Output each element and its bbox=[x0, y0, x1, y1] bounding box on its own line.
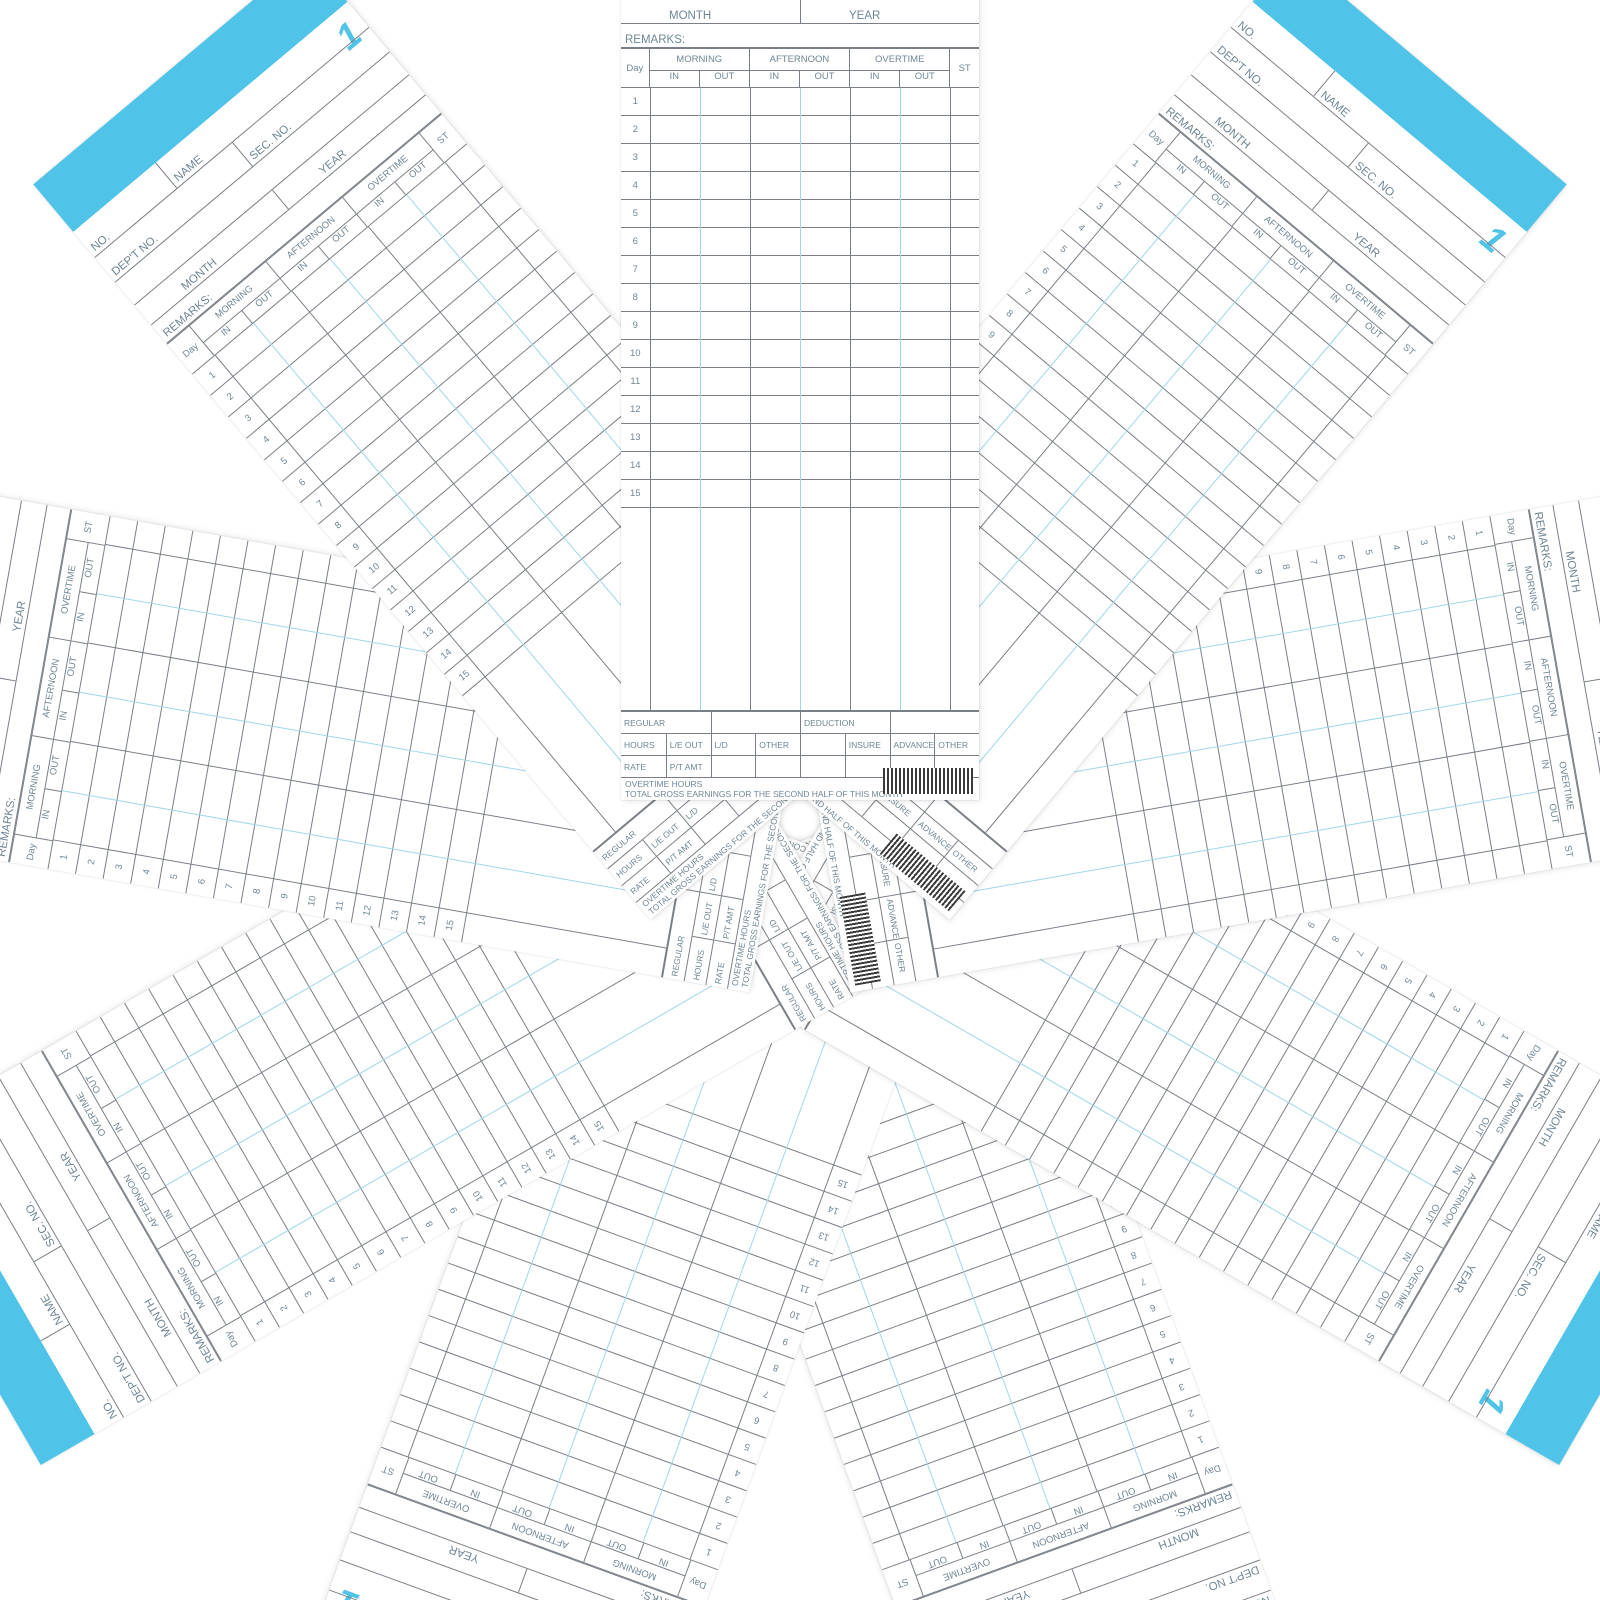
row-number: 14 bbox=[621, 452, 650, 479]
col-st: ST bbox=[1548, 834, 1590, 869]
footer-cell bbox=[890, 712, 980, 733]
row-number: 8 bbox=[621, 284, 650, 311]
row-number: 11 bbox=[621, 368, 650, 395]
footer-cell bbox=[800, 734, 845, 755]
row-number: 7 bbox=[213, 870, 245, 903]
row-number: 8 bbox=[241, 875, 273, 908]
footer-cell: L/D bbox=[711, 734, 756, 755]
footer-cell: HOURS bbox=[621, 734, 666, 755]
barcode bbox=[883, 768, 973, 794]
col-period: OVERTIMEINOUT bbox=[850, 49, 950, 87]
row-number: 6 bbox=[186, 865, 218, 898]
canvas: { "canvas": { "width": 1600, "height": 1… bbox=[0, 0, 1600, 1600]
footer-cell bbox=[755, 756, 800, 777]
footer-cell: RATE bbox=[621, 756, 666, 777]
row-number: 2 bbox=[621, 116, 650, 143]
row-number: 4 bbox=[131, 856, 163, 889]
row-number: 15 bbox=[621, 480, 650, 507]
row-number: 2 bbox=[76, 846, 108, 879]
footer-cell: DEDUCTION bbox=[800, 712, 890, 733]
footer-cell: L/E OUT bbox=[666, 734, 711, 755]
footer-cell bbox=[711, 756, 756, 777]
row-number: 7 bbox=[621, 256, 650, 283]
footer-cell: REGULAR bbox=[621, 712, 711, 733]
row-number: 3 bbox=[103, 851, 135, 884]
col-day: Day bbox=[621, 49, 650, 87]
col-st: ST bbox=[950, 49, 979, 87]
footer-cell: OTHER bbox=[755, 734, 800, 755]
footer-cell: INSURE bbox=[845, 734, 890, 755]
row-number: 10 bbox=[621, 340, 650, 367]
col-period: MORNINGINOUT bbox=[650, 49, 750, 87]
row-number: 13 bbox=[379, 899, 411, 932]
footer-cell: OTHER bbox=[934, 734, 979, 755]
row-number: 12 bbox=[351, 894, 383, 927]
row-number: 6 bbox=[621, 228, 650, 255]
footer-cell bbox=[800, 756, 845, 777]
footer-cell bbox=[711, 712, 801, 733]
row-number: 11 bbox=[324, 890, 356, 923]
row-number: 3 bbox=[621, 144, 650, 171]
row-number: 5 bbox=[621, 200, 650, 227]
row-number: 1 bbox=[621, 88, 650, 115]
row-number: 9 bbox=[269, 880, 301, 913]
time-card: 1 NO.NAMEDEP'T NO.SEC. NO.MONTHYEARREMARK… bbox=[621, 0, 979, 800]
header-label: REMARKS: bbox=[621, 24, 979, 47]
row-number: 13 bbox=[621, 424, 650, 451]
card-footer: REGULARDEDUCTIONHOURSL/E OUTL/DOTHERINSU… bbox=[621, 710, 979, 800]
footer-cell: ADVANCE bbox=[890, 734, 935, 755]
card-header: NO.NAMEDEP'T NO.SEC. NO.MONTHYEARREMARKS… bbox=[621, 0, 979, 48]
header-label: MONTH bbox=[621, 0, 800, 23]
col-period: AFTERNOONINOUT bbox=[750, 49, 850, 87]
row-number: 5 bbox=[158, 860, 190, 893]
header-label: YEAR bbox=[800, 0, 979, 23]
row-number: 12 bbox=[621, 396, 650, 423]
row-number: 4 bbox=[621, 172, 650, 199]
table-head: DayMORNINGINOUTAFTERNOONINOUTOVERTIMEINO… bbox=[621, 48, 979, 88]
row-number: 14 bbox=[407, 904, 439, 937]
table-body: 123456789101112131415 bbox=[621, 88, 979, 710]
row-number: 15 bbox=[434, 909, 466, 942]
row-number: 1 bbox=[48, 841, 80, 874]
row-number: 9 bbox=[621, 312, 650, 339]
row-number: 10 bbox=[296, 885, 328, 918]
footer-cell: P/T AMT bbox=[666, 756, 711, 777]
